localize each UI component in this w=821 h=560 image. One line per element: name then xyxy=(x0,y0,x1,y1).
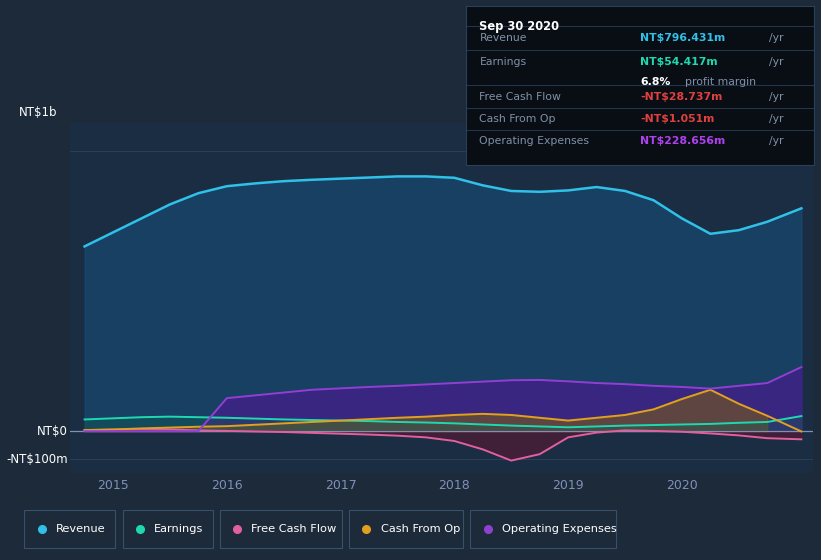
Text: /yr: /yr xyxy=(769,92,783,102)
Text: 6.8%: 6.8% xyxy=(640,77,670,87)
Text: NT$54.417m: NT$54.417m xyxy=(640,57,718,67)
Text: Earnings: Earnings xyxy=(154,524,204,534)
Text: -NT$28.737m: -NT$28.737m xyxy=(640,92,722,102)
Text: /yr: /yr xyxy=(769,57,783,67)
Text: Cash From Op: Cash From Op xyxy=(479,114,556,124)
Text: NT$228.656m: NT$228.656m xyxy=(640,137,725,147)
Text: -NT$100m: -NT$100m xyxy=(6,452,67,466)
Text: -NT$1.051m: -NT$1.051m xyxy=(640,114,714,124)
Text: /yr: /yr xyxy=(769,114,783,124)
Text: NT$796.431m: NT$796.431m xyxy=(640,32,725,43)
Text: Free Cash Flow: Free Cash Flow xyxy=(479,92,562,102)
Text: NT$1b: NT$1b xyxy=(19,105,57,119)
Text: NT$0: NT$0 xyxy=(37,424,67,438)
Text: profit margin: profit margin xyxy=(686,77,756,87)
Text: Operating Expenses: Operating Expenses xyxy=(479,137,589,147)
Text: /yr: /yr xyxy=(769,32,783,43)
Text: Free Cash Flow: Free Cash Flow xyxy=(251,524,337,534)
Text: /yr: /yr xyxy=(769,137,783,147)
Text: Cash From Op: Cash From Op xyxy=(381,524,460,534)
Text: Earnings: Earnings xyxy=(479,57,526,67)
Text: Revenue: Revenue xyxy=(479,32,527,43)
Text: Operating Expenses: Operating Expenses xyxy=(502,524,617,534)
Text: Revenue: Revenue xyxy=(56,524,105,534)
Text: Sep 30 2020: Sep 30 2020 xyxy=(479,20,559,33)
